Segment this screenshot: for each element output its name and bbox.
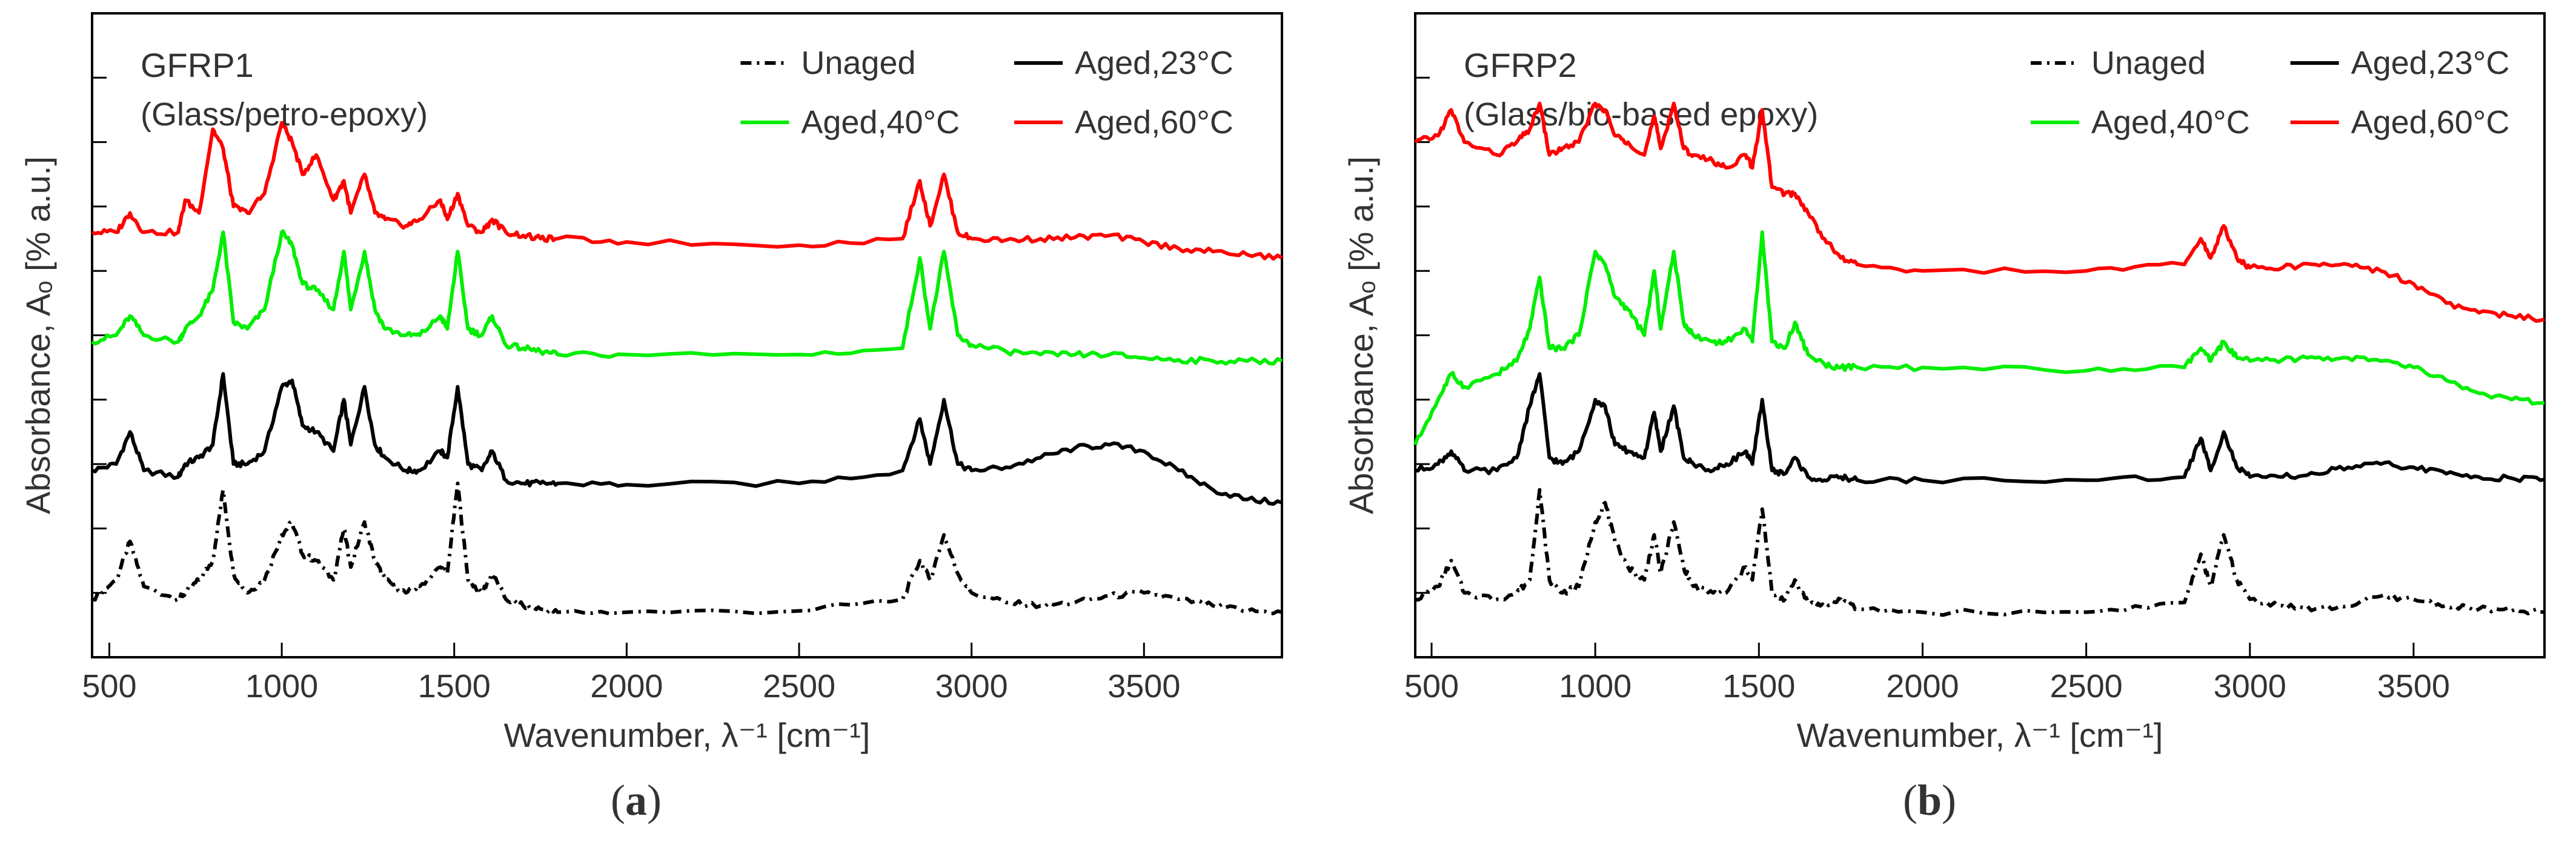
chart-panel-b: 500 1000 1500 2000 2500 3000 3500 Wavenumber, λ… [1342,12,2546,754]
x-axis-label: Wavenumber, λ⁻¹ [cm⁻¹] [504,716,871,754]
legend-entry: Aged,23°C [1075,45,1233,81]
legend-entry: Unaged [801,45,915,81]
x-tick-label: 500 [82,668,136,704]
legend-entry: Aged,60°C [1075,104,1233,141]
chart-panel-a: 500 1000 1500 2000 2500 3000 3500 Wavenumber, λ… [19,12,1283,754]
series-line [1415,488,2545,617]
y-axis-label: Absorbance, Aₒ [% a.u.] [19,156,57,514]
x-tick-label: 1000 [1559,668,1632,704]
x-tick-label: 2500 [763,668,835,704]
series-line [91,372,1283,506]
series-line [91,121,1283,261]
legend-entry: Aged,60°C [2351,104,2510,141]
chart-title: GFRP1 [141,46,254,84]
x-tick-label: 1500 [1722,668,1795,704]
series-line [91,229,1283,366]
x-tick-label: 500 [1404,668,1459,704]
x-axis-label: Wavenumber, λ⁻¹ [cm⁻¹] [1797,716,2163,754]
series-line [91,482,1283,616]
x-tick-label: 2000 [590,668,663,704]
series-line [1413,230,2545,446]
legend-entry: Aged,40°C [801,104,960,141]
y-axis-label: Absorbance, Aₒ [% a.u.] [1342,156,1380,514]
panel-label-b: (b) [1903,776,1956,824]
x-tick-label: 3000 [935,668,1008,704]
x-tick-label: 1000 [245,668,318,704]
x-tick-label: 1500 [418,668,491,704]
legend-entry: Aged,23°C [2351,45,2510,81]
series-line [1414,101,2545,323]
legend-entry: Unaged [2091,45,2206,81]
x-tick-label: 2500 [2050,668,2123,704]
panel-label-a: (a) [611,776,662,824]
x-tick-label: 3500 [1107,668,1180,704]
x-tick-label: 2000 [1886,668,1959,704]
chart-title: GFRP2 [1464,46,1577,84]
x-tick-label: 3000 [2214,668,2286,704]
series-line [1415,372,2545,485]
x-tick-label: 3500 [2377,668,2450,704]
legend-entry: Aged,40°C [2091,104,2250,141]
